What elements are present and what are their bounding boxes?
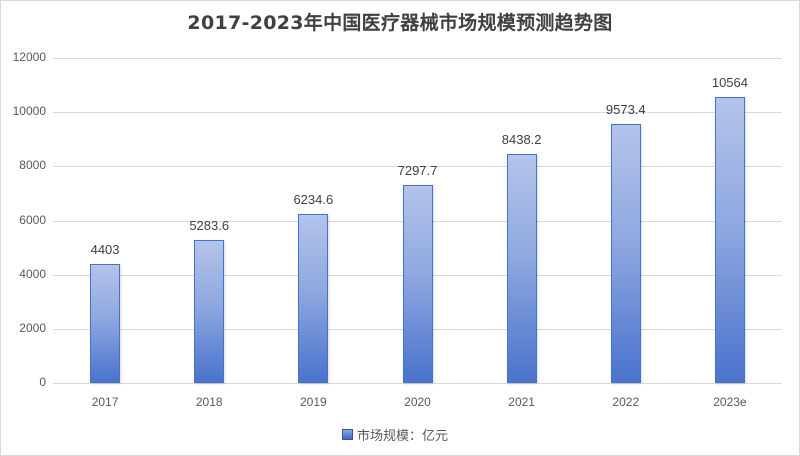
- data-label: 6234.6: [293, 192, 334, 208]
- bar-2017: [90, 263, 121, 383]
- x-tick-label: 2022: [612, 395, 640, 409]
- x-tick-label: 2020: [404, 395, 431, 409]
- data-label: 9573.4: [605, 101, 646, 117]
- y-tick-label: 4000: [19, 266, 46, 281]
- data-label: 5283.6: [189, 217, 230, 233]
- bar-2020: [402, 185, 433, 383]
- y-tick-label: 10000: [12, 104, 46, 119]
- data-label: 7297.7: [397, 163, 438, 179]
- y-tick-label: 8000: [19, 158, 46, 173]
- legend: 市场规模：亿元: [342, 425, 448, 444]
- chart-title: 2017-2023年中国医疗器械市场规模预测趋势图: [187, 12, 613, 34]
- x-tick-label: 2019: [299, 395, 327, 409]
- y-tick-label: 0: [39, 375, 46, 389]
- bar-2022: [610, 123, 641, 383]
- plot-area: 4403 5283.6 6234.6 7297.7 8438.2 9573.4 10564: [53, 58, 782, 384]
- data-label: 8438.2: [501, 132, 542, 148]
- gridline: [53, 58, 782, 59]
- bar-2018: [194, 239, 225, 383]
- data-label: 10564: [711, 74, 748, 90]
- legend-label: 市场规模：亿元: [357, 429, 449, 444]
- bar-2019: [298, 214, 329, 383]
- x-tick-label: 2017: [91, 395, 119, 409]
- bar-2021: [506, 154, 537, 383]
- x-tick-label: 2023e: [713, 395, 747, 409]
- y-tick-label: 6000: [19, 212, 46, 227]
- y-tick-label: 12000: [12, 50, 46, 64]
- gridline: [53, 166, 782, 168]
- legend-swatch-icon: [342, 429, 353, 440]
- y-tick-label: 2000: [19, 320, 46, 335]
- gridline: [53, 112, 782, 114]
- bar-2023e: [714, 96, 745, 383]
- data-label: 4403: [90, 241, 120, 257]
- x-tick-label: 2021: [508, 395, 535, 409]
- gridline: [53, 383, 782, 384]
- x-tick-label: 2018: [195, 395, 223, 409]
